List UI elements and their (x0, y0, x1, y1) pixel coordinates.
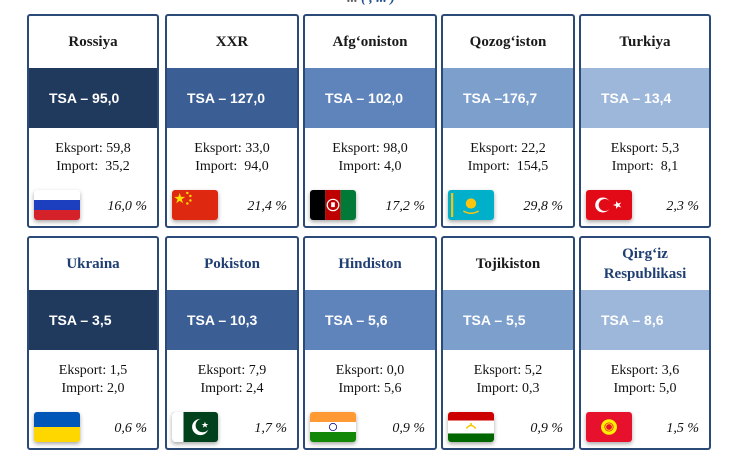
trade-values: Eksport: 59,8 Import: 35,2 (29, 140, 157, 176)
country-card-rossiya: Rossiya TSA – 95,0 Eksport: 59,8 Import:… (27, 14, 159, 228)
export-value: Eksport: 59,8 (55, 141, 131, 156)
pakistan-flag-icon (172, 412, 218, 442)
export-value: Eksport: 98,0 (332, 141, 408, 156)
country-card-hindiston: Hindiston TSA – 5,6 Eksport: 0,0 Import:… (303, 236, 437, 450)
import-value: Import: 5,6 (338, 381, 402, 396)
afghanistan-flag-icon (310, 190, 356, 220)
import-value: Import: 94,0 (195, 159, 269, 174)
export-value: Eksport: 33,0 (194, 141, 270, 156)
turkey-flag-icon (586, 190, 632, 220)
import-value: Import: 2,4 (200, 381, 264, 396)
country-card-qirgiz-respublikasi: Qirg‘iz Respublikasi TSA – 8,6 Eksport: … (579, 236, 711, 450)
country-card-pokiston: Pokiston TSA – 10,3 Eksport: 7,9 Import:… (165, 236, 299, 450)
tsa-band: TSA –176,7 (443, 68, 573, 128)
share-percent: 16,0 % (107, 199, 147, 214)
kazakhstan-flag-icon (448, 190, 494, 220)
country-card-tojikiston: Tojikiston TSA – 5,5 Eksport: 5,2 Import… (441, 236, 575, 450)
trade-values: Eksport: 5,3 Import: 8,1 (581, 140, 709, 176)
trade-values: Eksport: 22,2 Import: 154,5 (443, 140, 573, 176)
country-card-ukraina: Ukraina TSA – 3,5 Eksport: 1,5 Import: 2… (27, 236, 159, 450)
country-card-afgoniston: Afg‘oniston TSA – 102,0 Eksport: 98,0 Im… (303, 14, 437, 228)
country-card-qozogiston: Qozog‘iston TSA –176,7 Eksport: 22,2 Imp… (441, 14, 575, 228)
export-value: Eksport: 5,3 (610, 141, 680, 156)
import-value: Import: 8,1 (611, 159, 679, 174)
trade-values: Eksport: 33,0 Import: 94,0 (167, 140, 297, 176)
russia-flag-icon (34, 190, 80, 220)
tsa-band: TSA – 13,4 (581, 68, 709, 128)
share-percent: 2,3 % (666, 199, 699, 214)
import-value: Import: 0,3 (476, 381, 540, 396)
tsa-band: TSA – 3,5 (29, 290, 157, 350)
country-name: Pokiston (204, 256, 260, 272)
country-name: Rossiya (68, 34, 118, 50)
country-name: Turkiya (619, 34, 671, 50)
export-value: Eksport: 5,2 (473, 363, 543, 378)
india-flag-icon (310, 412, 356, 442)
country-name: XXR (215, 34, 249, 50)
export-value: Eksport: 0,0 (335, 363, 405, 378)
country-name: Afg‘oniston (332, 34, 408, 50)
tsa-band: TSA – 10,3 (167, 290, 297, 350)
tsa-band: TSA – 5,6 (305, 290, 435, 350)
export-value: Eksport: 1,5 (58, 363, 128, 378)
export-value: Eksport: 3,6 (610, 363, 680, 378)
header-partial-text: ... ( , ... ) (0, 0, 742, 6)
tsa-band: TSA – 127,0 (167, 68, 297, 128)
tsa-band: TSA – 95,0 (29, 68, 157, 128)
tsa-band: TSA – 5,5 (443, 290, 573, 350)
trade-values: Eksport: 98,0 Import: 4,0 (305, 140, 435, 176)
tsa-band: TSA – 102,0 (305, 68, 435, 128)
import-value: Import: 35,2 (56, 159, 130, 174)
header-prefix: ... (347, 0, 358, 6)
share-percent: 17,2 % (385, 199, 425, 214)
share-percent: 29,8 % (523, 199, 563, 214)
trade-values: Eksport: 3,6 Import: 5,0 (581, 362, 709, 398)
country-card-xxr: XXR TSA – 127,0 Eksport: 33,0 Import: 94… (165, 14, 299, 228)
share-percent: 0,9 % (392, 421, 425, 436)
export-value: Eksport: 7,9 (197, 363, 267, 378)
share-percent: 1,7 % (254, 421, 287, 436)
ukraine-flag-icon (34, 412, 80, 442)
share-percent: 1,5 % (666, 421, 699, 436)
tsa-band: TSA – 8,6 (581, 290, 709, 350)
import-value: Import: 2,0 (61, 381, 125, 396)
trade-values: Eksport: 7,9 Import: 2,4 (167, 362, 297, 398)
share-percent: 0,9 % (530, 421, 563, 436)
export-value: Eksport: 22,2 (470, 141, 546, 156)
share-percent: 0,6 % (114, 421, 147, 436)
import-value: Import: 4,0 (338, 159, 402, 174)
trade-values: Eksport: 0,0 Import: 5,6 (305, 362, 435, 398)
china-flag-icon (172, 190, 218, 220)
country-name: Hindiston (338, 256, 402, 272)
header-blue-text: ( , ... ) (361, 0, 395, 6)
trade-values: Eksport: 1,5 Import: 2,0 (29, 362, 157, 398)
import-value: Import: 154,5 (467, 159, 549, 174)
trade-values: Eksport: 5,2 Import: 0,3 (443, 362, 573, 398)
country-name: Tojikiston (475, 256, 541, 272)
country-name: Qozog‘iston (469, 34, 547, 50)
kyrgyzstan-flag-icon (586, 412, 632, 442)
country-name: Qirg‘iz Respublikasi (603, 246, 687, 282)
country-card-turkiya: Turkiya TSA – 13,4 Eksport: 5,3 Import: … (579, 14, 711, 228)
share-percent: 21,4 % (247, 199, 287, 214)
country-name: Ukraina (66, 256, 120, 272)
tajikistan-flag-icon (448, 412, 494, 442)
import-value: Import: 5,0 (613, 381, 677, 396)
